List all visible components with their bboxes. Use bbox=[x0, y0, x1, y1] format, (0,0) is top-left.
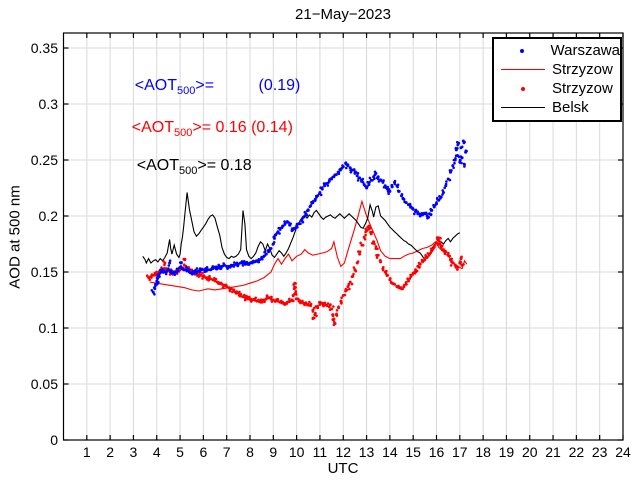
x-axis-tick-label: 17 bbox=[452, 444, 468, 460]
chart-title: 21−May−2023 bbox=[295, 6, 391, 23]
annotation-belsk-aot: <AOT500>= 0.18 bbox=[119, 139, 252, 195]
x-axis-tick-label: 6 bbox=[199, 444, 208, 460]
x-axis-tick-label: 4 bbox=[152, 444, 161, 460]
legend-item-strzyzow-line: Strzyzow bbox=[494, 60, 620, 79]
y-axis-tick-label: 0.05 bbox=[30, 376, 58, 392]
y-axis-tick-label: 0.15 bbox=[30, 264, 58, 280]
strzyzow-line-series bbox=[149, 199, 468, 292]
x-axis-tick-label: 10 bbox=[288, 444, 305, 460]
legend-marker-line-red bbox=[501, 69, 545, 70]
legend-item-belsk: Belsk bbox=[494, 98, 620, 117]
y-axis-tick-label: 0.2 bbox=[38, 208, 58, 224]
x-axis-tick-label: 12 bbox=[335, 444, 352, 460]
x-axis-tick-label: 5 bbox=[176, 444, 184, 460]
x-axis-tick-label: 18 bbox=[475, 444, 491, 460]
x-axis-tick-label: 13 bbox=[358, 444, 375, 460]
annotation-value: >= 0.16 (0.14) bbox=[192, 119, 293, 136]
y-axis-tick-label: 0.25 bbox=[30, 152, 58, 168]
annotation-subscript: 500 bbox=[179, 165, 198, 177]
annotation-subscript: 500 bbox=[177, 85, 196, 97]
annotation-warszawa-aot: <AOT500>= (0.19) bbox=[117, 59, 301, 115]
x-axis-label: UTC bbox=[327, 460, 359, 477]
x-axis-tick-label: 14 bbox=[382, 444, 398, 460]
warszawa-scatter-series bbox=[150, 139, 468, 296]
legend-marker-dot-red bbox=[521, 86, 525, 91]
annotation-text: <AOT bbox=[136, 157, 180, 174]
x-axis-tick-label: 8 bbox=[246, 444, 254, 460]
legend-item-warszawa: Warszawa bbox=[494, 41, 620, 60]
legend-marker-dot-blue bbox=[520, 48, 525, 53]
x-axis-tick-label: 21 bbox=[545, 444, 561, 460]
x-axis-tick-label: 7 bbox=[222, 444, 231, 460]
y-axis-tick-label: 0.35 bbox=[30, 40, 58, 56]
y-axis-tick-label: 0 bbox=[50, 432, 58, 448]
legend-item-strzyzow-dots: Strzyzow bbox=[494, 79, 620, 98]
x-axis-tick-label: 23 bbox=[591, 444, 608, 460]
y-axis-tick-label: 0.3 bbox=[38, 96, 58, 112]
strzyzow-scatter-series bbox=[145, 224, 465, 327]
x-axis-tick-label: 9 bbox=[269, 444, 278, 460]
x-axis-tick-label: 20 bbox=[521, 444, 538, 460]
x-axis-tick-label: 2 bbox=[106, 444, 115, 460]
x-axis-tick-label: 22 bbox=[568, 444, 585, 460]
legend-label: Warszawa bbox=[550, 42, 620, 59]
legend-marker-line-black bbox=[501, 107, 545, 108]
annotation-subscript: 500 bbox=[174, 127, 193, 139]
annotation-text: <AOT bbox=[134, 77, 178, 94]
x-axis-tick-label: 24 bbox=[615, 444, 631, 460]
x-axis-tick-label: 3 bbox=[129, 444, 138, 460]
x-axis-tick-label: 1 bbox=[82, 444, 91, 460]
legend-label: Strzyzow bbox=[552, 61, 613, 78]
annotation-text: <AOT bbox=[131, 119, 175, 136]
x-axis-tick-label: 11 bbox=[312, 444, 328, 460]
x-axis-tick-label: 15 bbox=[405, 444, 421, 460]
grid-lines bbox=[63, 33, 624, 440]
x-axis-tick-label: 19 bbox=[498, 444, 515, 460]
y-axis-tick-label: 0.1 bbox=[38, 320, 58, 336]
legend-label: Strzyzow bbox=[552, 80, 613, 97]
belsk-line-series bbox=[142, 192, 461, 265]
legend: Warszawa Strzyzow Strzyzow Belsk bbox=[492, 37, 622, 122]
annotation-value: >= (0.19) bbox=[195, 77, 301, 94]
x-axis-tick-label: 16 bbox=[428, 444, 445, 460]
y-axis-label: AOD at 500 nm bbox=[6, 185, 24, 289]
annotation-value: >= 0.18 bbox=[197, 157, 252, 174]
annotation-strzyzow-aot: <AOT500>= 0.16 (0.14) bbox=[114, 101, 293, 157]
legend-label: Belsk bbox=[552, 99, 589, 116]
